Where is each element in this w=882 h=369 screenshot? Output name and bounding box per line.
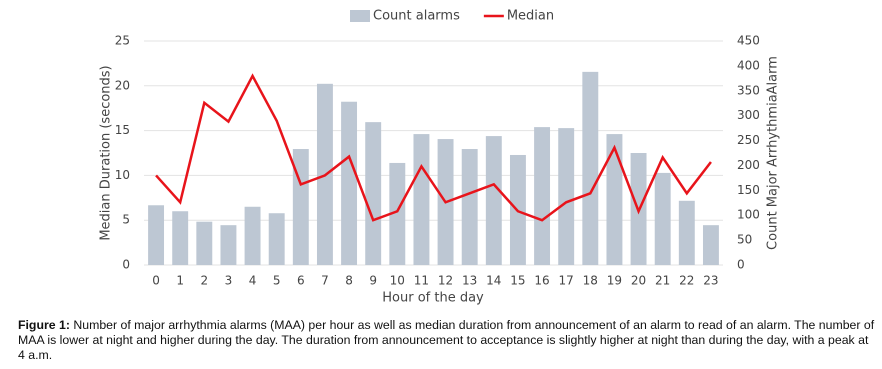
y2-tick-label: 250 <box>737 133 760 147</box>
x-tick-label: 18 <box>583 274 598 288</box>
bar <box>244 206 261 265</box>
caption: Figure 1: Number of major arrhythmia ala… <box>18 318 878 363</box>
bar <box>654 172 671 265</box>
caption-label: Figure 1: <box>18 318 70 332</box>
legend-label: Count alarms <box>373 9 460 24</box>
y2-tick-label: 150 <box>737 183 760 197</box>
y-axis-title: Median Duration (seconds) <box>99 65 114 240</box>
bar <box>534 127 551 265</box>
bar <box>389 162 406 265</box>
x-tick-label: 16 <box>534 274 549 288</box>
x-axis-title: Hour of the day <box>382 291 484 306</box>
y2-tick-label: 100 <box>737 208 760 222</box>
bar <box>558 128 575 265</box>
x-tick-label: 17 <box>559 274 574 288</box>
bar <box>413 134 430 265</box>
y-tick-label: 25 <box>115 34 130 48</box>
bar <box>148 205 165 265</box>
y2-axis-title: Count Major ArrhythmiaAlarm <box>766 56 781 250</box>
y2-tick-label: 200 <box>737 158 760 172</box>
y-tick-label: 15 <box>115 123 130 137</box>
x-tick-label: 11 <box>414 274 429 288</box>
y2-tick-label: 450 <box>737 34 760 48</box>
x-tick-label: 10 <box>390 274 405 288</box>
x-tick-label: 3 <box>225 274 233 288</box>
y-tick-label: 20 <box>115 78 130 92</box>
x-tick-label: 13 <box>462 274 477 288</box>
caption-text: Number of major arrhythmia alarms (MAA) … <box>18 318 875 362</box>
x-tick-label: 22 <box>679 274 694 288</box>
x-tick-label: 9 <box>369 274 377 288</box>
x-tick-label: 23 <box>703 274 718 288</box>
x-tick-label: 0 <box>152 274 160 288</box>
bar <box>172 211 189 265</box>
x-tick-label: 8 <box>345 274 353 288</box>
bar <box>196 221 213 265</box>
x-tick-label: 7 <box>321 274 329 288</box>
y-tick-label: 5 <box>122 213 130 227</box>
x-tick-label: 12 <box>438 274 453 288</box>
x-tick-label: 5 <box>273 274 281 288</box>
bar <box>341 101 358 266</box>
x-tick-label: 21 <box>655 274 670 288</box>
x-tick-label: 4 <box>249 274 257 288</box>
y2-tick-label: 0 <box>737 258 745 272</box>
bar <box>220 225 237 265</box>
bar <box>582 71 599 266</box>
bar <box>485 136 502 265</box>
y2-tick-label: 300 <box>737 108 760 122</box>
chart: Median Duration (seconds) Count Major Ar… <box>99 9 781 306</box>
y2-tick-label: 50 <box>737 233 752 247</box>
bar <box>268 213 285 265</box>
y-tick-label: 0 <box>122 258 130 272</box>
y-tick-label: 10 <box>115 168 130 182</box>
line <box>155 73 712 222</box>
bar <box>461 149 478 265</box>
legend-swatch <box>350 10 370 22</box>
legend-label: Median <box>507 9 554 24</box>
x-tick-label: 14 <box>486 274 501 288</box>
bar <box>702 225 719 265</box>
x-tick-label: 1 <box>176 274 184 288</box>
y2-tick-label: 350 <box>737 83 760 97</box>
bar <box>606 134 623 265</box>
bar <box>292 149 309 265</box>
x-tick-label: 2 <box>200 274 208 288</box>
x-tick-label: 6 <box>297 274 305 288</box>
x-tick-label: 15 <box>510 274 525 288</box>
x-tick-label: 19 <box>607 274 622 288</box>
bar <box>365 122 382 265</box>
x-tick-label: 20 <box>631 274 646 288</box>
bar <box>678 200 695 265</box>
y2-tick-label: 400 <box>737 58 760 72</box>
